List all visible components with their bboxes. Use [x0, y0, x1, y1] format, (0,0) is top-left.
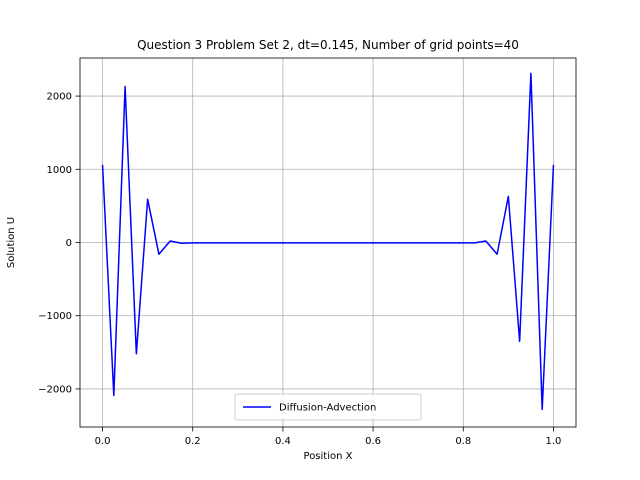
- y-tick-label: −1000: [38, 311, 72, 322]
- x-tick-label: 0.4: [275, 436, 291, 447]
- x-axis: 0.0 0.2 0.4 0.6 0.8 1.0: [95, 427, 562, 447]
- x-tick-label: 0.0: [95, 436, 111, 447]
- x-tick-label: 0.8: [455, 436, 471, 447]
- y-axis-label: Solution U: [6, 217, 17, 268]
- series-line-diffusion-advection: [101, 72, 555, 411]
- legend: Diffusion-Advection: [234, 393, 422, 421]
- y-tick-label: −2000: [38, 384, 72, 395]
- plot-series: [101, 72, 555, 411]
- legend-entry-diffusion-advection: Diffusion-Advection: [279, 403, 376, 414]
- x-axis-label: Position X: [304, 451, 353, 462]
- y-tick-label: 0: [66, 238, 72, 249]
- y-axis: −2000 −1000 0 1000 2000: [38, 92, 80, 395]
- chart-title: Question 3 Problem Set 2, dt=0.145, Numb…: [137, 38, 519, 52]
- y-tick-label: 2000: [47, 92, 72, 103]
- x-tick-label: 0.6: [365, 436, 381, 447]
- x-tick-label: 0.2: [185, 436, 201, 447]
- y-tick-label: 1000: [47, 165, 72, 176]
- legend-box: [234, 393, 422, 421]
- x-tick-label: 1.0: [546, 436, 562, 447]
